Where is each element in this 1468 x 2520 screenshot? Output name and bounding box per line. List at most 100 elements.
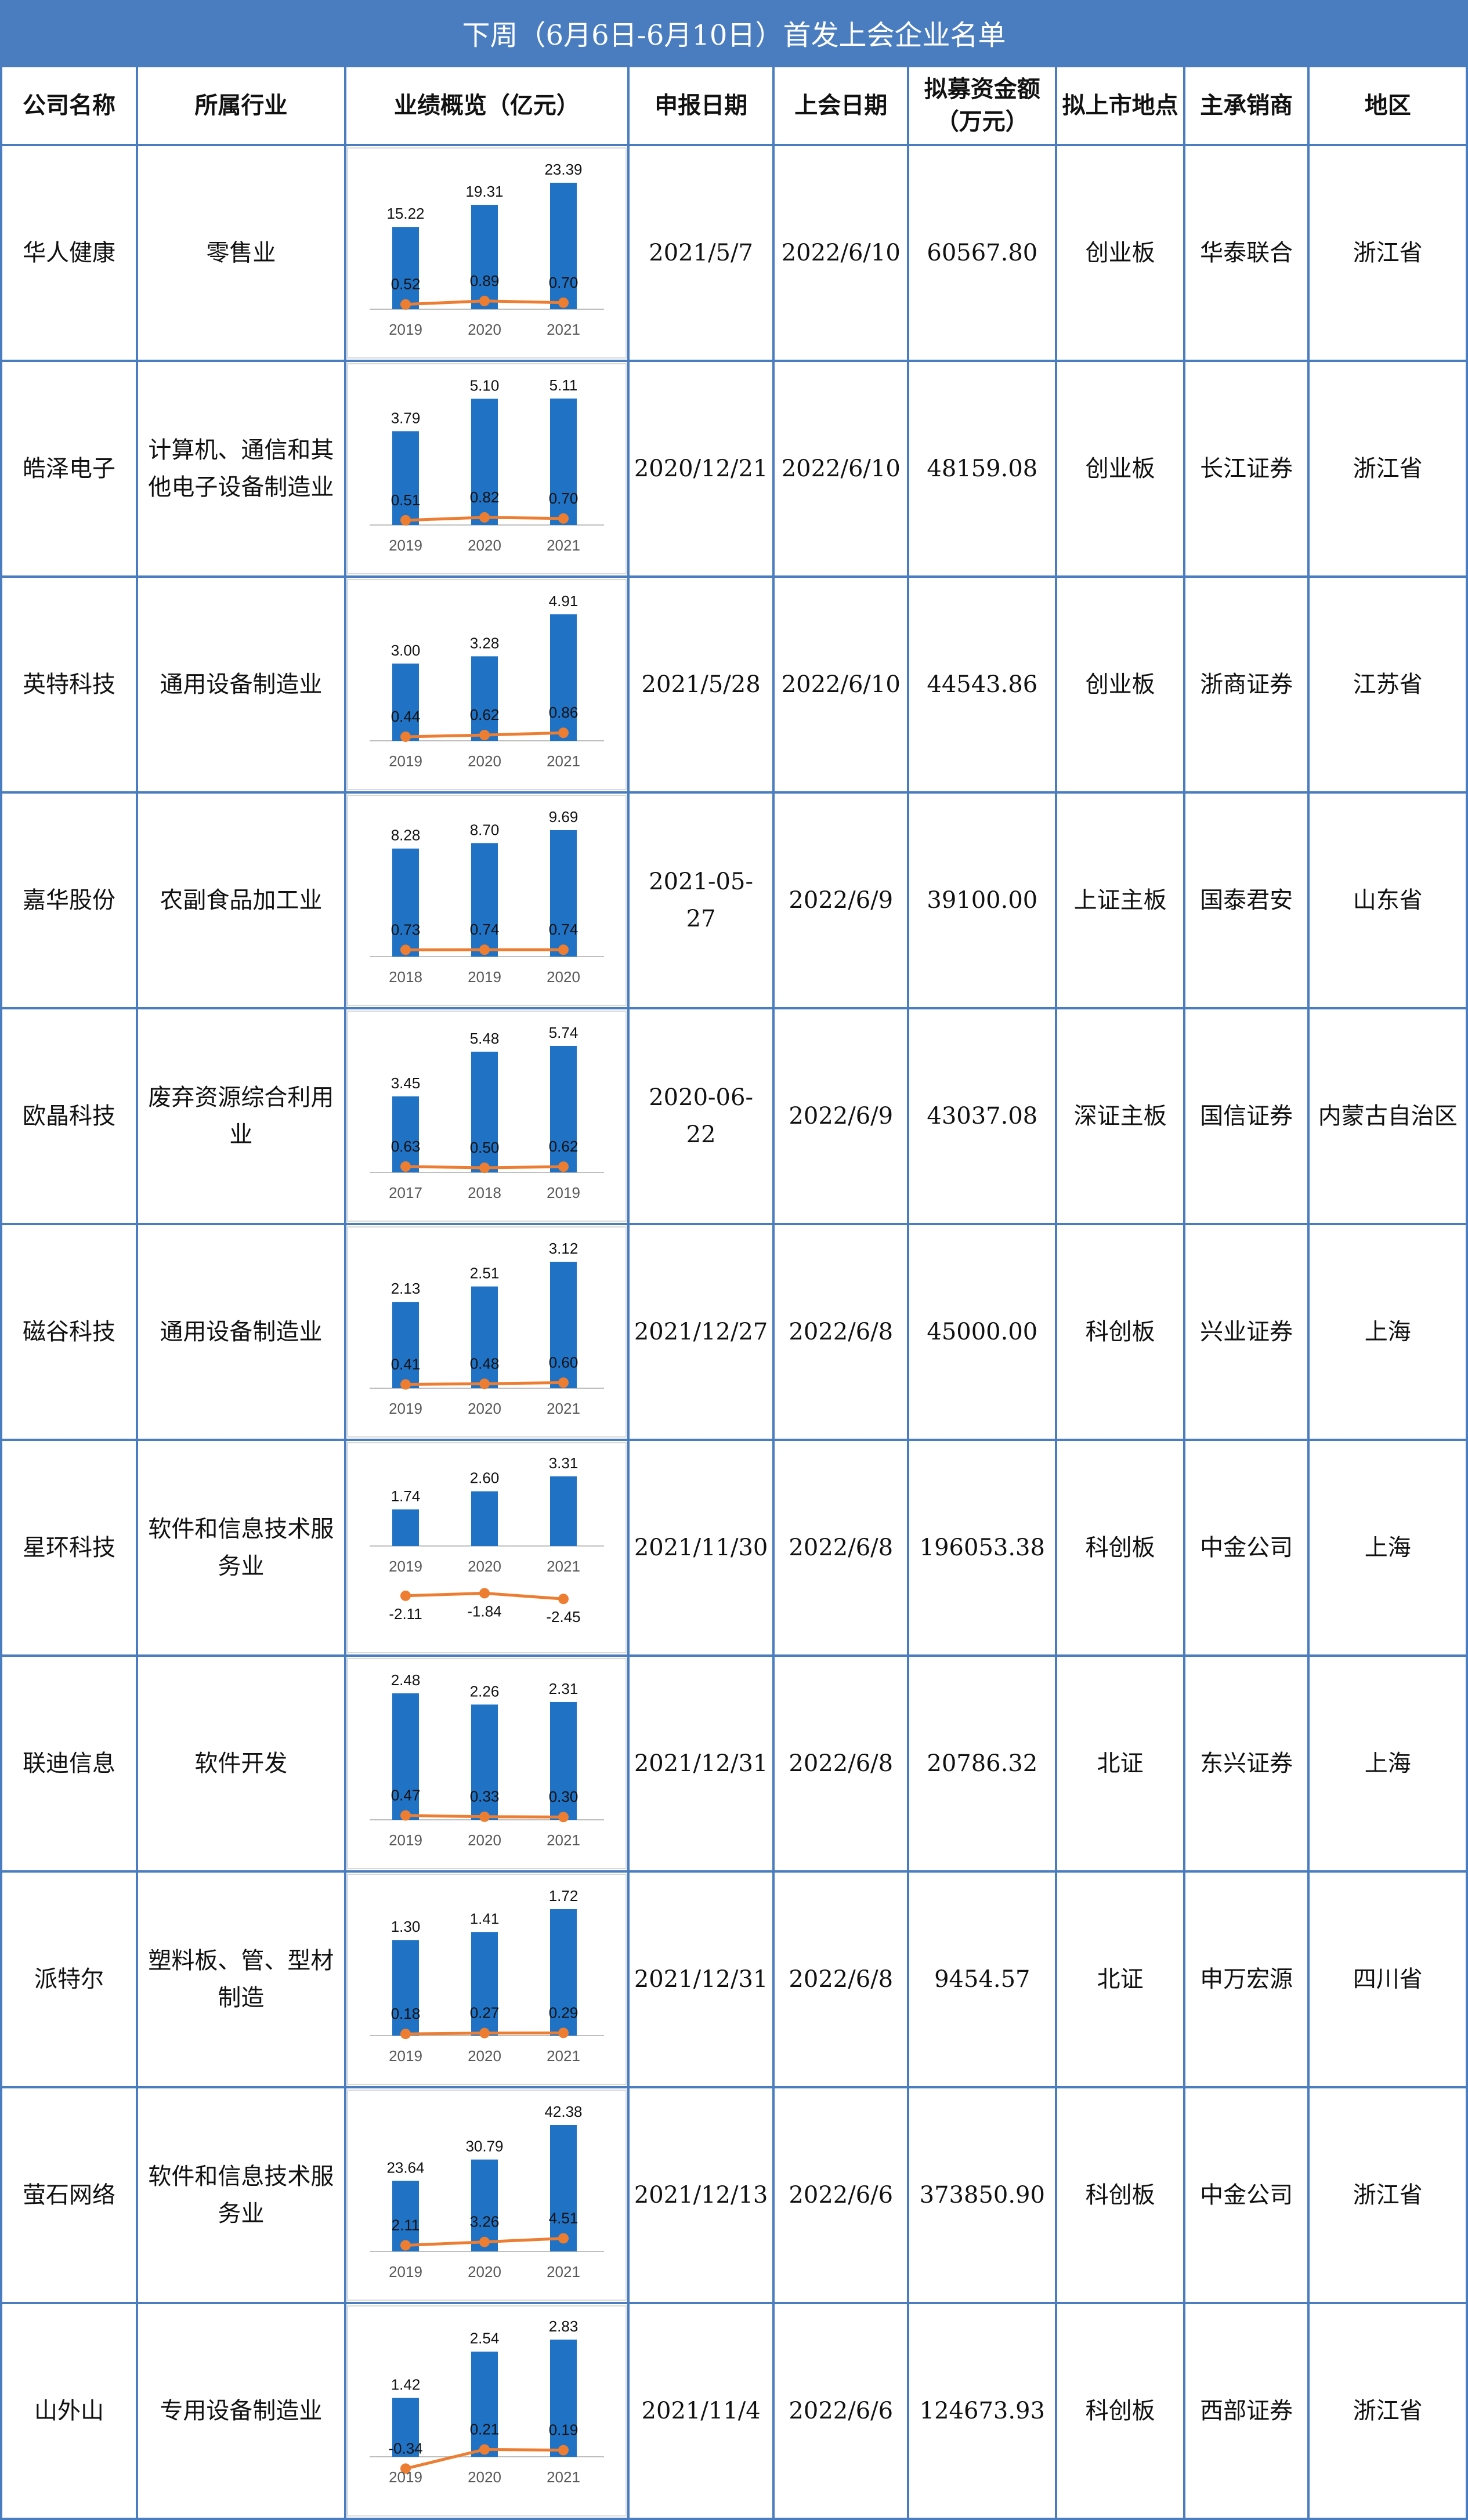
column-header: 主承销商 [1184,66,1309,145]
year-tick-label: 2019 [389,1831,422,1849]
filing-date-cell: 2021/5/7 [628,145,774,361]
year-tick-label: 2019 [389,752,422,770]
meeting-date-cell: 2022/6/6 [773,2087,908,2303]
year-tick-label: 2020 [468,2047,501,2065]
bar-value-label: 9.69 [549,808,578,825]
underwriter-cell: 中金公司 [1184,2087,1309,2303]
underwriter-cell: 西部证券 [1184,2303,1309,2519]
meeting-date-cell: 2022/6/8 [773,1656,908,1871]
year-tick-label: 2019 [468,968,501,986]
company-name-cell: 皓泽电子 [1,361,137,577]
profit-point [479,296,490,306]
column-header: 公司名称 [1,66,137,145]
bar-value-label: 23.39 [544,161,582,178]
region-cell: 四川省 [1308,1871,1467,2087]
year-tick-label: 2021 [547,537,580,554]
filing-date-cell: 2021/12/31 [628,1871,774,2087]
revenue-bar [392,1096,419,1172]
bar-value-label: 2.48 [391,1671,421,1689]
company-name-cell: 嘉华股份 [1,792,137,1008]
profit-point [479,512,490,523]
industry-cell: 计算机、通信和其他电子设备制造业 [137,361,345,577]
year-tick-label: 2019 [547,1184,580,1201]
meeting-date-cell: 2022/6/9 [773,1008,908,1224]
profit-point [400,1810,411,1820]
profit-point [558,2027,569,2038]
raise-amount-cell: 43037.08 [908,1008,1056,1224]
year-tick-label: 2021 [547,2047,580,2065]
line-value-label: 3.26 [470,2213,500,2231]
line-value-label: 0.63 [391,1138,421,1155]
bar-value-label: 4.91 [549,592,578,610]
bar-value-label: 2.13 [391,1280,421,1297]
revenue-bar [471,2352,498,2457]
listing-board-cell: 科创板 [1056,1440,1184,1656]
industry-cell: 废弃资源综合利用业 [137,1008,345,1224]
revenue-bar [392,227,419,309]
year-tick-label: 2021 [547,1831,580,1849]
line-value-label: 0.48 [470,1355,500,1372]
raise-amount-cell: 124673.93 [908,2303,1056,2519]
year-tick-label: 2020 [468,537,501,554]
filing-date-cell: 2021/12/13 [628,2087,774,2303]
listing-board-cell: 北证 [1056,1871,1184,2087]
filing-date-cell: 2021/12/27 [628,1224,774,1440]
profit-point [558,1812,569,1822]
raise-amount-cell: 373850.90 [908,2087,1056,2303]
line-value-label: 0.70 [549,274,578,291]
bar-value-label: 3.28 [470,634,500,651]
underwriter-cell: 长江证券 [1184,361,1309,577]
revenue-bar [471,205,498,309]
raise-amount-cell: 196053.38 [908,1440,1056,1656]
year-tick-label: 2021 [547,321,580,338]
line-value-label: 0.52 [391,276,421,293]
profit-point [479,1163,490,1173]
year-tick-label: 2021 [547,1558,580,1575]
bar-value-label: 5.74 [549,1024,578,1041]
line-value-label: 0.89 [470,272,500,289]
line-value-label: -0.34 [388,2439,422,2457]
company-name-cell: 华人健康 [1,145,137,361]
region-cell: 上海 [1308,1656,1467,1871]
profit-point [479,1812,490,1822]
line-value-label: -2.45 [546,1608,580,1625]
year-tick-label: 2019 [389,1558,422,1575]
bar-value-label: 30.79 [465,2138,503,2155]
line-value-label: 0.19 [549,2421,578,2439]
region-cell: 上海 [1308,1224,1467,1440]
listing-board-cell: 创业板 [1056,361,1184,577]
underwriter-cell: 兴业证券 [1184,1224,1309,1440]
profit-point [400,1591,411,1601]
industry-cell: 软件开发 [137,1656,345,1871]
year-tick-label: 2020 [547,968,580,986]
page-title: 下周（6月6日-6月10日）首发上会企业名单 [0,0,1468,65]
bar-value-label: 1.42 [391,2376,421,2394]
filing-date-cell: 2021/5/28 [628,577,774,792]
line-value-label: 0.74 [470,921,500,938]
bar-value-label: 5.48 [470,1030,500,1047]
bar-value-label: 2.31 [549,1680,578,1697]
bar-value-label: 1.74 [391,1487,421,1505]
industry-cell: 软件和信息技术服务业 [137,2087,345,2303]
revenue-bar [471,399,498,525]
ipo-table: 公司名称所属行业业绩概览（亿元）申报日期上会日期拟募资金额（万元）拟上市地点主承… [0,65,1468,2520]
revenue-bar [471,656,498,741]
line-value-label: 0.82 [470,488,500,506]
year-tick-label: 2019 [389,1400,422,1417]
underwriter-cell: 中金公司 [1184,1440,1309,1656]
